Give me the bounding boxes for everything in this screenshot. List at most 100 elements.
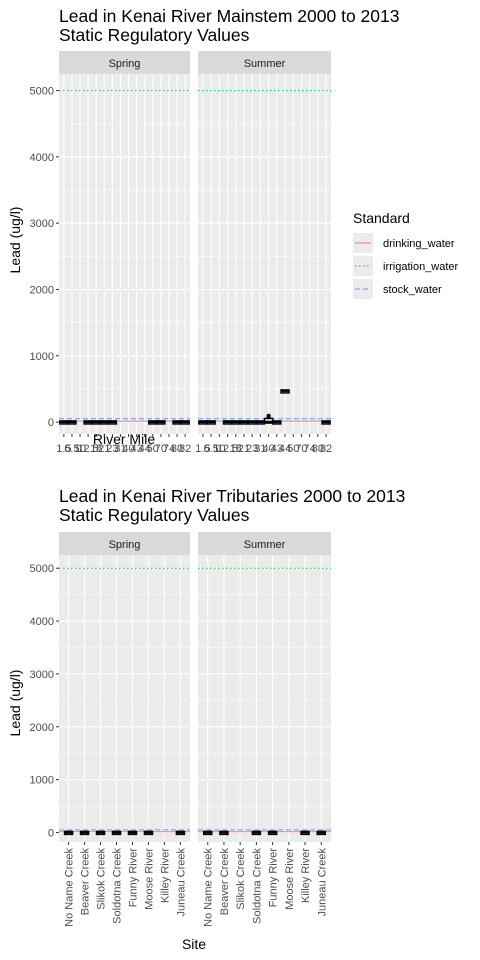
y-axis: 0 1000 2000 3000 4000 5000 <box>30 86 59 429</box>
chart-title-line1: Lead in Kenai River Mainstem 2000 to 201… <box>59 6 400 26</box>
boxplot <box>91 420 101 425</box>
panel-background <box>198 74 331 434</box>
boxplot <box>251 830 262 836</box>
boxplot <box>321 420 331 425</box>
x-tick-label: 50 <box>147 443 159 455</box>
x-tick-label: 43 <box>131 443 143 455</box>
facet-label-summer: Summer <box>244 58 286 70</box>
x-tick-label: 6.5 <box>64 443 79 455</box>
x-tick-label: No Name Creek <box>203 848 215 927</box>
boxplot <box>148 420 158 425</box>
boxplot <box>172 420 182 425</box>
boxplot <box>156 420 166 425</box>
y-tick-label: 2000 <box>30 284 54 296</box>
x-axis: No Name Creek Beaver Creek Slikok Creek Sol… <box>64 842 328 927</box>
x-axis-title: River Mile <box>93 431 155 447</box>
x-tick-label: Slikok Creek <box>96 848 108 910</box>
x-tick-label: Beaver Creek <box>219 848 231 916</box>
boxplot <box>219 830 229 836</box>
boxplot-outlier <box>266 415 271 420</box>
x-tick-label: 70 <box>295 443 307 455</box>
facet-strip-summer <box>198 51 331 74</box>
chart-title-line2: Static Regulatory Values <box>59 505 250 525</box>
legend-label: irrigation_water <box>383 261 459 273</box>
x-tick-label: Soldotna Creek <box>251 848 263 924</box>
x-tick-label: Beaver Creek <box>80 848 92 916</box>
legend-label: stock_water <box>383 284 442 296</box>
x-tick-label: 18 <box>90 443 102 455</box>
boxplot <box>79 830 90 836</box>
x-tick-label: No Name Creek <box>64 848 76 927</box>
chart-title-line2: Static Regulatory Values <box>59 25 250 45</box>
x-tick-label: 80 <box>171 443 183 455</box>
y-tick-label: 5000 <box>30 86 54 98</box>
boxplot <box>316 830 327 836</box>
panel-spring <box>59 74 190 434</box>
facet-label-summer: Summer <box>244 539 286 551</box>
boxplot <box>95 830 106 836</box>
x-tick-label: Funny River <box>268 848 280 908</box>
y-axis-title: Lead (ug/l) <box>7 207 23 274</box>
panel-summer <box>198 555 331 842</box>
x-tick-label: 21 <box>238 443 250 455</box>
x-tick-label: 44 <box>279 443 291 455</box>
x-tick-label: Moose River <box>143 848 155 910</box>
boxplot <box>63 830 74 836</box>
boxplot <box>272 420 282 425</box>
x-tick-label: 6.5 <box>203 443 218 455</box>
panel-background <box>59 555 190 842</box>
boxplot <box>83 420 93 425</box>
x-tick-label: Moose River <box>284 848 296 910</box>
boxplot <box>202 830 213 836</box>
facet-label-spring: Spring <box>109 539 141 551</box>
x-tick-label: 23 <box>246 443 258 455</box>
x-tick-label: 12.5 <box>77 443 98 455</box>
boxplot <box>59 420 69 425</box>
x-tick-label: 50 <box>287 443 299 455</box>
boxplot <box>280 389 290 394</box>
legend-item: stock_water <box>353 279 442 299</box>
y-axis-title: Lead (ug/l) <box>7 670 23 737</box>
x-tick-label: 10 <box>213 443 225 455</box>
x-tick-label: 12.5 <box>217 443 238 455</box>
facet-label-spring: Spring <box>109 58 141 70</box>
x-tick-label: 74 <box>304 443 316 455</box>
x-tick-label: Slikok Creek <box>235 848 247 910</box>
panel-background <box>59 74 190 434</box>
x-tick-label: 40 <box>262 443 274 455</box>
x-tick-label: Juneau Creek <box>316 848 328 917</box>
x-tick-label: 74 <box>163 443 175 455</box>
panel-summer <box>198 74 331 434</box>
boxplot <box>231 420 241 425</box>
boxplot <box>99 420 110 425</box>
boxplot <box>255 420 266 425</box>
x-tick-label: 70 <box>155 443 167 455</box>
y-tick-label: 1000 <box>30 351 54 363</box>
boxplot <box>67 420 77 425</box>
x-tick-label: Killey River <box>159 848 171 903</box>
boxplot <box>175 830 186 836</box>
facet-strip-summer <box>198 532 331 555</box>
y-tick-label: 4000 <box>30 152 54 164</box>
x-tick-label: 43 <box>271 443 283 455</box>
mainstem-chart: Lead in Kenai River Mainstem 2000 to 201… <box>7 6 400 455</box>
boxplot <box>127 830 138 836</box>
boxplot <box>111 830 122 836</box>
y-axis: 0 1000 2000 3000 4000 5000 <box>30 563 59 839</box>
x-tick-label: 23 <box>106 443 118 455</box>
legend-item: irrigation_water <box>353 256 459 276</box>
y-tick-label: 2000 <box>30 722 54 734</box>
x-tick-label: 21 <box>98 443 110 455</box>
x-tick-label: Killey River <box>300 848 312 903</box>
x-tick-label: 31 <box>254 443 266 455</box>
chart-title-line1: Lead in Kenai River Tributaries 2000 to … <box>59 486 405 506</box>
x-tick-label: Funny River <box>127 848 139 908</box>
x-tick-label: 10 <box>74 443 86 455</box>
y-tick-label: 0 <box>48 417 54 429</box>
boxplot <box>206 420 216 425</box>
legend-label: drinking_water <box>383 238 455 250</box>
boxplot <box>300 830 310 836</box>
boxplot <box>198 420 208 425</box>
tributaries-chart: Lead in Kenai River Tributaries 2000 to … <box>7 486 405 952</box>
